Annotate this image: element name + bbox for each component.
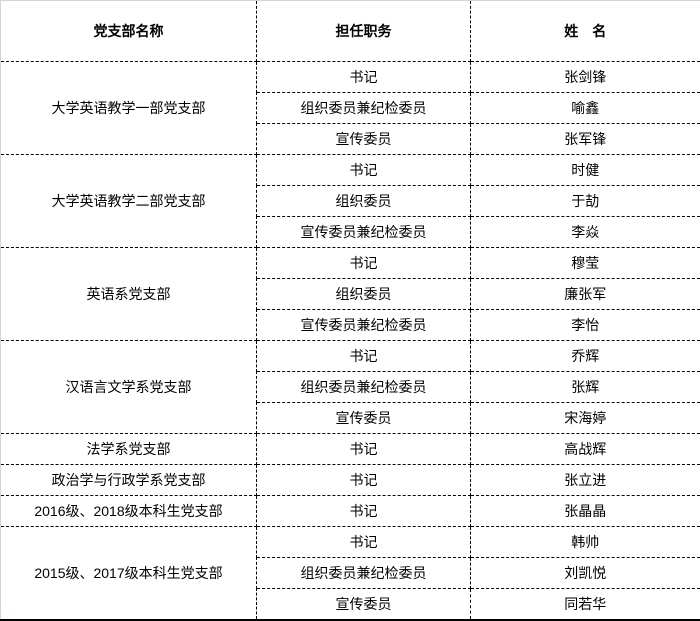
name-cell: 刘凯悦 <box>470 557 700 590</box>
name-cell: 同若华 <box>470 588 700 621</box>
name-cell: 高战辉 <box>470 433 700 466</box>
position-cell: 书记 <box>256 526 471 559</box>
name-cell: 乔辉 <box>470 340 700 373</box>
position-cell: 书记 <box>256 464 471 497</box>
position-cell: 宣传委员 <box>256 402 471 435</box>
column-header-name: 姓 名 <box>470 0 700 62</box>
table-row: 政治学与行政学系党支部 书记 张立进 <box>0 464 700 497</box>
branch-cell: 2015级、2017级本科生党支部 <box>0 526 257 621</box>
table-row: 组织委员 廉张军 <box>1 278 700 311</box>
table-row: 组织委员兼纪检委员 张辉 <box>1 371 700 404</box>
table-row: 宣传委员兼纪检委员 李怡 <box>1 309 700 342</box>
branch-cell: 大学英语教学一部党支部 <box>0 60 257 156</box>
table-row: 法学系党支部 书记 高战辉 <box>0 433 700 466</box>
table-row: 宣传委员 同若华 <box>1 588 700 621</box>
name-cell: 时健 <box>470 154 700 187</box>
table-row: 组织委员兼纪检委员 喻鑫 <box>1 92 700 125</box>
branch-cell: 政治学与行政学系党支部 <box>0 464 257 497</box>
name-cell: 李焱 <box>470 216 700 249</box>
name-cell: 张辉 <box>470 371 700 404</box>
name-cell: 韩帅 <box>470 526 700 559</box>
name-cell: 张晶晶 <box>470 495 700 528</box>
position-cell: 宣传委员 <box>256 588 471 621</box>
name-cell: 张立进 <box>470 464 700 497</box>
position-cell: 组织委员兼纪检委员 <box>256 92 471 125</box>
position-cell: 组织委员兼纪检委员 <box>256 557 471 590</box>
name-cell: 李怡 <box>470 309 700 342</box>
branch-cell: 2016级、2018级本科生党支部 <box>0 495 257 528</box>
name-cell: 张军锋 <box>470 123 700 156</box>
branch-cell: 大学英语教学二部党支部 <box>0 154 257 249</box>
name-cell: 于劼 <box>470 185 700 218</box>
name-cell: 穆莹 <box>470 247 700 280</box>
table-row: 大学英语教学二部党支部 书记 时健 <box>0 154 700 249</box>
position-cell: 组织委员 <box>256 278 471 311</box>
position-cell: 宣传委员 <box>256 123 471 156</box>
position-cell: 组织委员 <box>256 185 471 218</box>
branch-cell: 英语系党支部 <box>0 247 257 342</box>
table-row: 宣传委员 张军锋 <box>1 123 700 156</box>
table-row: 2016级、2018级本科生党支部 书记 张晶晶 <box>0 495 700 528</box>
name-cell: 宋海婷 <box>470 402 700 435</box>
position-cell: 书记 <box>256 154 471 187</box>
branch-cell: 法学系党支部 <box>0 433 257 466</box>
header-row: 党支部名称 担任职务 姓 名 <box>0 0 700 62</box>
position-cell: 宣传委员兼纪检委员 <box>256 309 471 342</box>
table-row: 英语系党支部 书记 穆莹 <box>0 247 700 342</box>
position-cell: 书记 <box>256 495 471 528</box>
name-cell: 张剑锋 <box>470 60 700 94</box>
table-row: 宣传委员兼纪检委员 李焱 <box>1 216 700 249</box>
column-header-branch: 党支部名称 <box>0 0 257 62</box>
position-cell: 书记 <box>256 433 471 466</box>
table-row: 汉语言文学系党支部 书记 乔辉 <box>0 340 700 435</box>
name-cell: 喻鑫 <box>470 92 700 125</box>
table-row: 宣传委员 宋海婷 <box>1 402 700 435</box>
position-cell: 宣传委员兼纪检委员 <box>256 216 471 249</box>
table-row: 组织委员兼纪检委员 刘凯悦 <box>1 557 700 590</box>
name-cell: 廉张军 <box>470 278 700 311</box>
table-row: 组织委员 于劼 <box>1 185 700 218</box>
column-header-position: 担任职务 <box>256 0 471 62</box>
position-cell: 组织委员兼纪检委员 <box>256 371 471 404</box>
branch-cell: 汉语言文学系党支部 <box>0 340 257 435</box>
position-cell: 书记 <box>256 60 471 94</box>
position-cell: 书记 <box>256 340 471 373</box>
table-row: 2015级、2017级本科生党支部 书记 韩帅 <box>0 526 700 621</box>
position-cell: 书记 <box>256 247 471 280</box>
table-row: 大学英语教学一部党支部 书记 张剑锋 <box>0 60 700 156</box>
